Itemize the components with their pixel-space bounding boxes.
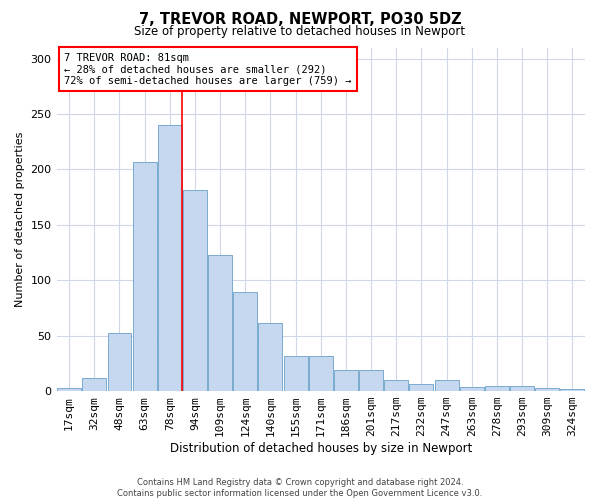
Bar <box>259 324 283 391</box>
Bar <box>359 370 383 391</box>
Bar <box>460 386 484 391</box>
Bar <box>233 292 257 391</box>
Text: Size of property relative to detached houses in Newport: Size of property relative to detached ho… <box>134 25 466 38</box>
Bar <box>510 386 534 391</box>
Y-axis label: Number of detached properties: Number of detached properties <box>15 132 25 307</box>
Bar <box>334 370 358 391</box>
Bar <box>107 334 131 391</box>
Bar <box>208 255 232 391</box>
Text: 7 TREVOR ROAD: 81sqm
← 28% of detached houses are smaller (292)
72% of semi-deta: 7 TREVOR ROAD: 81sqm ← 28% of detached h… <box>64 52 352 86</box>
Bar <box>485 386 509 391</box>
Bar <box>560 389 584 391</box>
Bar <box>57 388 81 391</box>
Bar <box>133 162 157 391</box>
Bar <box>183 190 207 391</box>
Bar <box>284 356 308 391</box>
Bar <box>385 380 408 391</box>
Bar <box>409 384 433 391</box>
Bar <box>309 356 333 391</box>
Bar <box>82 378 106 391</box>
Text: Contains HM Land Registry data © Crown copyright and database right 2024.
Contai: Contains HM Land Registry data © Crown c… <box>118 478 482 498</box>
Bar <box>434 380 458 391</box>
Bar <box>535 388 559 391</box>
Text: 7, TREVOR ROAD, NEWPORT, PO30 5DZ: 7, TREVOR ROAD, NEWPORT, PO30 5DZ <box>139 12 461 28</box>
Bar <box>158 125 182 391</box>
X-axis label: Distribution of detached houses by size in Newport: Distribution of detached houses by size … <box>170 442 472 455</box>
